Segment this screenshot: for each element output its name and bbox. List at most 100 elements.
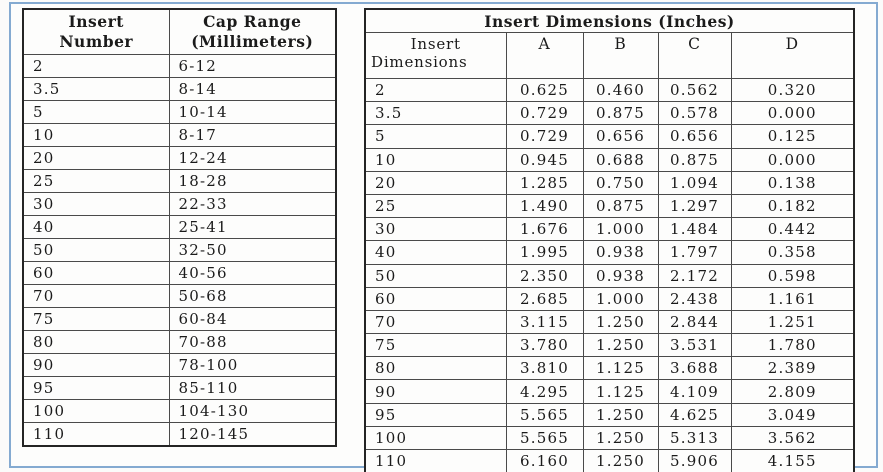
cell: 10 (22, 123, 170, 147)
cell: 25 (364, 193, 507, 219)
cell: 75 (364, 333, 507, 358)
header-line: Dimensions (371, 53, 468, 71)
cell: 2.172 (657, 263, 732, 288)
cell: 5.906 (657, 448, 732, 472)
cell: 6-12 (168, 54, 337, 78)
table-row: 3.5 8-14 (22, 77, 337, 101)
cell: 1.161 (730, 286, 855, 311)
table-row: 40 25-41 (22, 215, 337, 239)
header-line: Number (59, 32, 134, 51)
cell: 50 (364, 263, 507, 288)
cell: 30 (364, 217, 507, 242)
cell: 8-17 (168, 123, 337, 147)
cell: 78-100 (168, 353, 337, 377)
cell: 0.750 (582, 170, 659, 195)
table-row: 100 104-130 (22, 399, 337, 423)
cell: 0.320 (730, 77, 855, 103)
cell: 1.250 (582, 309, 659, 335)
insert-dimensions-table-body: 2 0.625 0.460 0.562 0.320 3.5 0.729 0.875 0.578 0… (364, 77, 855, 472)
cell: 3.5 (364, 101, 507, 126)
cell: 5.565 (505, 425, 584, 451)
cell: 1.000 (582, 286, 659, 311)
table-row: 50 2.350 0.938 2.172 0.598 (364, 263, 855, 288)
col-header-a: A (505, 32, 584, 79)
cell: 0.125 (730, 124, 855, 149)
table-row: 80 3.810 1.125 3.688 2.389 (364, 356, 855, 381)
table-row: 10 0.945 0.688 0.875 0.000 (364, 147, 855, 172)
cell: 1.995 (505, 240, 584, 265)
cell: 3.780 (505, 333, 584, 358)
cell: 0.358 (730, 240, 855, 265)
col-header-insert-dimensions: Insert Dimensions (364, 32, 507, 79)
table-row: 20 12-24 (22, 146, 337, 170)
cell: 90 (364, 379, 507, 404)
cell: 18-28 (168, 169, 337, 193)
cell: 3.5 (22, 77, 170, 101)
cell: 100 (364, 425, 507, 451)
table-row: 25 1.490 0.875 1.297 0.182 (364, 193, 855, 219)
cell: 0.875 (582, 193, 659, 219)
table-row: 30 22-33 (22, 192, 337, 216)
table-row: 3.5 0.729 0.875 0.578 0.000 (364, 101, 855, 126)
cell: 80 (22, 330, 170, 354)
cell: 0.598 (730, 263, 855, 288)
cell: 1.297 (657, 193, 732, 219)
table-row: 75 3.780 1.250 3.531 1.780 (364, 333, 855, 358)
table-row: 25 18-28 (22, 169, 337, 193)
cell: 0.000 (730, 101, 855, 126)
cell: 3.688 (657, 356, 732, 381)
cell: 120-145 (168, 422, 337, 446)
table-row: 20 1.285 0.750 1.094 0.138 (364, 170, 855, 195)
cell: 22-33 (168, 192, 337, 216)
cell: 2.685 (505, 286, 584, 311)
cell: 0.729 (505, 124, 584, 149)
cell: 1.250 (582, 448, 659, 472)
cell: 1.780 (730, 333, 855, 358)
cell: 4.295 (505, 379, 584, 404)
cell: 50-68 (168, 284, 337, 308)
cell: 0.138 (730, 170, 855, 195)
cell: 0.460 (582, 77, 659, 103)
table-row: 5 0.729 0.656 0.656 0.125 (364, 124, 855, 149)
cell: 40-56 (168, 261, 337, 285)
table-row: 60 2.685 1.000 2.438 1.161 (364, 286, 855, 311)
cell: 2.350 (505, 263, 584, 288)
cell: 2 (22, 54, 170, 78)
cell: 1.484 (657, 217, 732, 242)
cell: 70-88 (168, 330, 337, 354)
table-row: 110 6.160 1.250 5.906 4.155 (364, 448, 855, 472)
col-header-c: C (657, 32, 732, 79)
cell: 0.625 (505, 77, 584, 103)
cell: 20 (364, 170, 507, 195)
table-row: 110 120-145 (22, 422, 337, 446)
col-header-insert-number: Insert Number (22, 8, 170, 55)
cell: 0.945 (505, 147, 584, 172)
table-row: 75 60-84 (22, 307, 337, 331)
cell: 0.875 (582, 101, 659, 126)
cell: 2.389 (730, 356, 855, 381)
table-row: 90 4.295 1.125 4.109 2.809 (364, 379, 855, 404)
cell: 6.160 (505, 448, 584, 472)
cell: 60-84 (168, 307, 337, 331)
table-row: 95 5.565 1.250 4.625 3.049 (364, 402, 855, 427)
cell: 0.938 (582, 240, 659, 265)
cell: 0.875 (657, 147, 732, 172)
header-line: Insert (410, 35, 461, 53)
cell: 1.250 (582, 425, 659, 451)
cell: 3.115 (505, 309, 584, 335)
cell: 3.049 (730, 402, 855, 427)
cell: 4.625 (657, 402, 732, 427)
cell: 2.438 (657, 286, 732, 311)
table-title: Insert Dimensions (Inches) (364, 8, 855, 33)
cell: 5 (22, 100, 170, 124)
table-row: 70 50-68 (22, 284, 337, 308)
cell: 1.250 (582, 333, 659, 358)
table-row: 40 1.995 0.938 1.797 0.358 (364, 240, 855, 265)
table-row: 10 8-17 (22, 123, 337, 147)
cell: 1.250 (582, 402, 659, 427)
table-row: 2 6-12 (22, 54, 337, 78)
cell: 70 (364, 309, 507, 335)
cell: 1.125 (582, 379, 659, 404)
cell: 1.490 (505, 193, 584, 219)
cell: 80 (364, 356, 507, 381)
